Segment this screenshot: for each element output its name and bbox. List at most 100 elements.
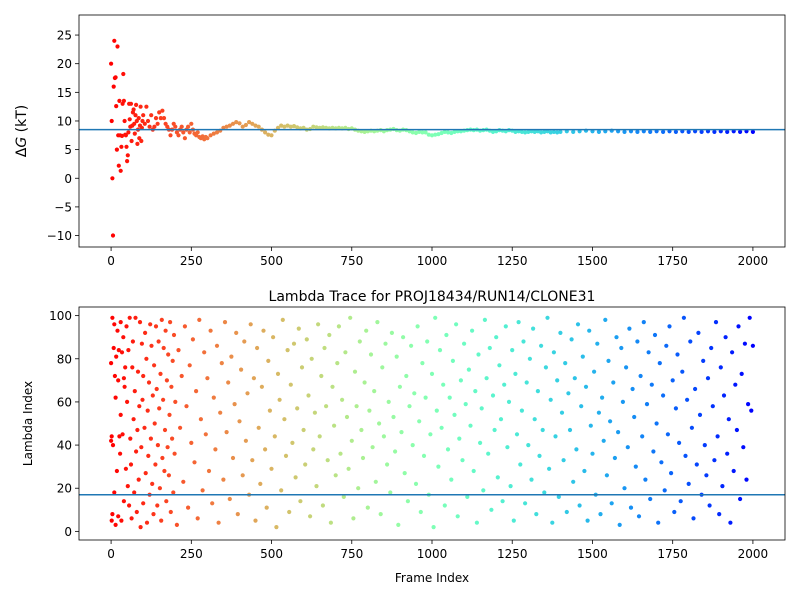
data-point	[111, 84, 116, 89]
data-point	[328, 520, 333, 525]
data-point	[542, 129, 547, 134]
data-point	[744, 477, 749, 482]
data-point	[290, 440, 295, 445]
data-point	[627, 326, 632, 331]
data-point	[301, 427, 306, 433]
data-point	[697, 412, 703, 417]
data-point	[534, 511, 539, 517]
data-point	[669, 471, 674, 476]
data-point	[407, 404, 412, 409]
data-point	[673, 129, 679, 134]
data-point	[680, 369, 685, 374]
data-point	[250, 458, 255, 463]
data-point	[125, 159, 130, 164]
data-point	[211, 131, 216, 136]
data-point	[624, 365, 629, 370]
data-point	[420, 130, 425, 135]
data-point	[429, 133, 435, 138]
data-point	[558, 330, 563, 335]
data-point	[444, 332, 449, 338]
x-tick-label: 1750	[657, 254, 688, 268]
x-tick-label: 1000	[417, 254, 448, 268]
data-point	[537, 453, 542, 458]
data-point	[181, 130, 186, 135]
data-point	[166, 473, 171, 478]
data-point	[234, 330, 239, 335]
data-point	[555, 130, 560, 135]
data-point	[159, 317, 164, 322]
data-point	[227, 123, 232, 128]
data-point	[146, 453, 151, 458]
y-tick-label: 20	[57, 57, 72, 71]
data-point	[285, 123, 290, 128]
delta-g-x-ticks: 0 250 500 750 1000 1250 1500 1750 2000	[107, 247, 768, 268]
data-point	[159, 518, 164, 523]
data-point	[457, 436, 462, 441]
data-point	[548, 130, 553, 135]
data-point	[256, 124, 261, 129]
data-point	[287, 509, 292, 515]
data-point	[194, 389, 199, 394]
data-point	[247, 120, 252, 125]
data-point	[205, 376, 210, 381]
data-point	[344, 414, 350, 420]
data-point	[112, 490, 117, 495]
data-point	[171, 490, 176, 495]
data-point	[181, 479, 186, 484]
data-point	[131, 417, 136, 422]
data-point	[375, 320, 380, 325]
data-point	[115, 44, 120, 49]
data-point	[285, 348, 290, 353]
data-point	[133, 113, 138, 118]
data-point	[210, 501, 215, 506]
data-point	[269, 466, 274, 471]
data-point	[114, 354, 119, 359]
data-point	[360, 455, 366, 461]
data-point	[222, 320, 228, 325]
data-point	[156, 339, 161, 344]
data-point	[116, 163, 121, 168]
data-point	[169, 384, 174, 389]
data-point	[291, 124, 297, 129]
data-point	[211, 395, 216, 400]
data-point	[109, 434, 114, 439]
data-point	[147, 124, 152, 129]
data-point	[579, 404, 584, 409]
data-point	[720, 484, 725, 489]
data-point	[365, 505, 370, 510]
data-point	[119, 133, 125, 138]
data-point	[229, 354, 234, 359]
data-point	[718, 365, 723, 370]
data-point	[523, 501, 528, 506]
data-point	[283, 453, 289, 458]
data-point	[555, 378, 560, 383]
data-point	[216, 520, 221, 525]
data-point	[523, 130, 528, 135]
data-point	[649, 382, 654, 387]
y-tick-label: 15	[57, 86, 72, 100]
data-point	[242, 339, 247, 344]
data-point	[506, 399, 512, 404]
data-point	[255, 345, 260, 351]
data-point	[144, 104, 149, 109]
data-point	[567, 427, 573, 433]
data-point	[239, 367, 244, 372]
data-point	[322, 345, 327, 351]
data-point	[161, 397, 166, 402]
data-point	[311, 124, 316, 129]
data-point	[730, 350, 735, 355]
data-point	[126, 348, 131, 353]
data-point	[673, 406, 679, 411]
data-point	[137, 404, 142, 409]
data-point	[725, 129, 730, 134]
data-point	[423, 395, 428, 400]
data-point	[399, 430, 404, 435]
y-tick-label: 20	[57, 482, 72, 496]
data-point	[253, 518, 258, 523]
data-point	[187, 363, 192, 368]
data-point	[380, 365, 385, 370]
data-point	[460, 458, 465, 463]
data-point	[182, 136, 187, 141]
data-point	[167, 412, 172, 417]
data-point	[712, 129, 717, 134]
